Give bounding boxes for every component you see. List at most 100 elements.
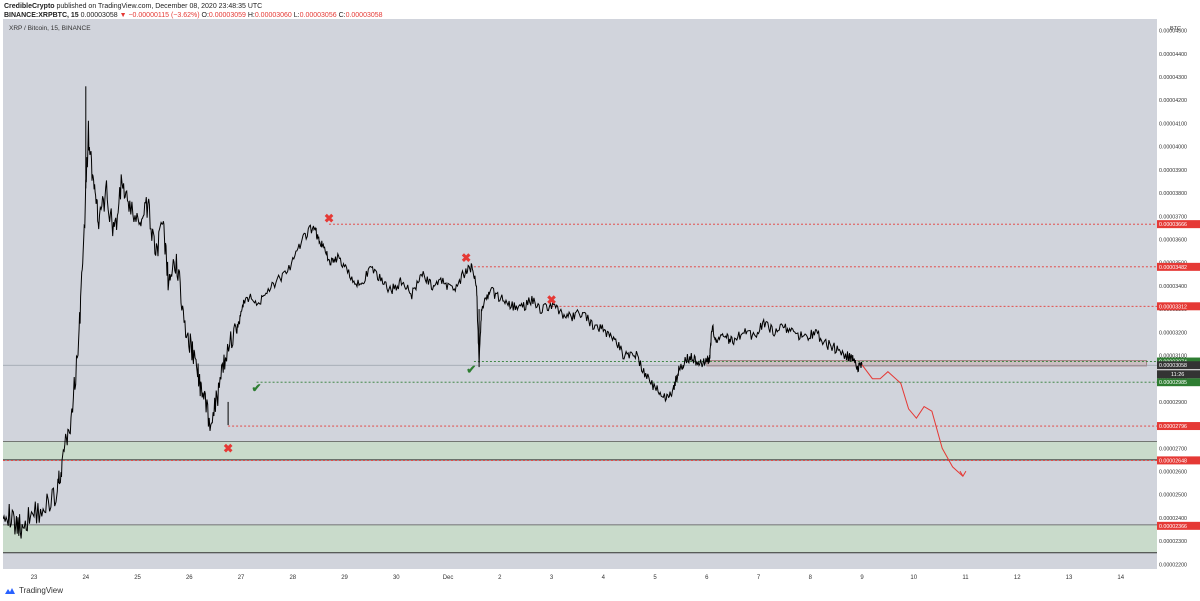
- price-level-tag: 0.00003312: [1157, 302, 1200, 311]
- x-mark-icon: ✖: [223, 441, 233, 455]
- x-tick-label: 11: [962, 575, 969, 581]
- x-tick-label: 23: [31, 575, 38, 581]
- x-tick-label: 9: [860, 575, 864, 581]
- time-axis-svg[interactable]: 23 24 25 26 27 28 29 30 Dec 2 3 4 5 6 7 8 9 10 11 12 13 14: [3, 569, 1157, 583]
- x-tick-label: 25: [134, 575, 141, 581]
- resistance-box: [706, 360, 1148, 367]
- price-level-tag-text: 0.00002366: [1159, 524, 1187, 530]
- price-level-tag: 0.00002648: [1157, 456, 1200, 465]
- currency-label: BTC: [1170, 26, 1181, 32]
- down-arrow-icon: ▼: [119, 12, 127, 19]
- open-label: O:: [201, 12, 209, 19]
- x-tick-label: 12: [1014, 575, 1021, 581]
- y-tick-label: 0.00004400: [1159, 52, 1187, 58]
- price-level-tag-text: 0.00002985: [1159, 380, 1187, 386]
- y-tick-label: 0.00003700: [1159, 214, 1187, 220]
- x-mark-icon: ✖: [461, 251, 471, 265]
- price-axis[interactable]: BTC 0.00004500 0.00004400 0.00004300 0.00004…: [1157, 19, 1200, 569]
- price-level-tag-text: 0.00003666: [1159, 222, 1187, 228]
- y-tick-label: 0.00004300: [1159, 75, 1187, 81]
- price-level-tag: 0.00002366: [1157, 521, 1200, 530]
- y-tick-label: 0.00003100: [1159, 353, 1187, 359]
- y-tick-label: 0.00004200: [1159, 98, 1187, 104]
- x-tick-label: 30: [393, 575, 400, 581]
- x-tick-label: 14: [1117, 575, 1124, 581]
- chart-plot-area[interactable]: ✖ ✖ ✖ ✖ ✔ ✔: [2, 19, 1157, 569]
- author-name[interactable]: CredibleCrypto: [4, 3, 55, 10]
- high-value: 0.00003060: [254, 12, 292, 19]
- price-level-tag-bg: [1157, 422, 1200, 431]
- price-level-tag-text: 0.00002796: [1159, 424, 1187, 430]
- y-tick-label: 0.00003200: [1159, 330, 1187, 336]
- x-tick-label: 8: [809, 575, 813, 581]
- price-series-line: [2, 120, 863, 539]
- price-level-tag: 0.00002796: [1157, 422, 1200, 431]
- y-tick-label: 0.00003900: [1159, 168, 1187, 174]
- low-value: 0.00003056: [299, 12, 337, 19]
- y-tick-label: 0.00002700: [1159, 446, 1187, 452]
- time-axis[interactable]: 23 24 25 26 27 28 29 30 Dec 2 3 4 5 6 7 8 9 10 11 12 13 14: [3, 569, 1157, 583]
- symbol-title: XRP / Bitcoin, 15, BINANCE: [9, 25, 91, 32]
- x-tick-label: 7: [757, 575, 761, 581]
- open-value: 0.00003059: [208, 12, 246, 19]
- x-tick-label: 28: [289, 575, 296, 581]
- price-level-tag-text: 0.00003482: [1159, 265, 1187, 271]
- x-tick-label: 13: [1066, 575, 1073, 581]
- high-label: H:: [247, 12, 255, 19]
- x-tick-label: 29: [341, 575, 348, 581]
- y-tick-label: 0.00002400: [1159, 516, 1187, 522]
- y-tick-label: 0.00003400: [1159, 284, 1187, 290]
- price-level-tag: 0.00003058: [1157, 361, 1200, 370]
- chart-header: CredibleCrypto published on TradingView.…: [4, 2, 383, 20]
- price-level-tag-bg: [1157, 456, 1200, 465]
- countdown-bg: [1157, 370, 1200, 379]
- y-tick-label: 0.00002500: [1159, 493, 1187, 499]
- low-label: L:: [293, 12, 300, 19]
- x-tick-label: 2: [498, 575, 502, 581]
- projection-arrowhead: [959, 470, 967, 478]
- close-label: C:: [338, 12, 346, 19]
- x-tick-label: 24: [82, 575, 89, 581]
- ticker-label: BINANCE:XRPBTC, 15: [4, 12, 79, 19]
- price-level-tag-bg: [1157, 378, 1200, 387]
- checkmark-icon: ✔: [466, 362, 476, 376]
- price-level-tag-text: 0.00003312: [1159, 304, 1187, 310]
- close-value: 0.00003058: [345, 12, 383, 19]
- x-tick-label: 3: [550, 575, 554, 581]
- x-tick-label: 10: [910, 575, 917, 581]
- x-tick-label: 5: [653, 575, 657, 581]
- tradingview-footer[interactable]: TradingView: [4, 586, 63, 595]
- x-tick-label: Dec: [443, 575, 454, 581]
- y-tick-label: 0.00002300: [1159, 539, 1187, 545]
- tradingview-brand: TradingView: [19, 586, 64, 595]
- tradingview-logo-icon: [5, 587, 15, 594]
- price-change: −0.00000115 (−3.62%): [128, 12, 200, 19]
- projection-path: [861, 364, 964, 477]
- price-level-tag-bg: [1157, 302, 1200, 311]
- x-tick-label: 4: [602, 575, 606, 581]
- y-tick-label: 0.00004500: [1159, 29, 1187, 35]
- support-zone: [3, 441, 1157, 460]
- x-mark-icon: ✖: [324, 212, 334, 226]
- y-tick-label: 0.00003800: [1159, 191, 1187, 197]
- x-tick-label: 6: [705, 575, 709, 581]
- price-level-tag-text: 0.00003058: [1159, 363, 1187, 369]
- price-level-tag: 0.00003482: [1157, 262, 1200, 271]
- price-level-tag-text: 0.00002648: [1159, 458, 1187, 464]
- y-tick-label: 0.00004100: [1159, 121, 1187, 127]
- countdown-text: 11:26: [1171, 372, 1184, 378]
- publish-line: CredibleCrypto published on TradingView.…: [4, 2, 383, 11]
- y-tick-label: 0.00002600: [1159, 470, 1187, 476]
- publish-info: published on TradingView.com, December 0…: [56, 3, 263, 10]
- x-tick-label: 27: [238, 575, 245, 581]
- y-tick-label: 0.00004000: [1159, 145, 1187, 151]
- x-tick-label: 26: [186, 575, 193, 581]
- y-tick-label: 0.00002900: [1159, 400, 1187, 406]
- last-price: 0.00003058: [80, 12, 118, 19]
- price-level-tag-bg: [1157, 220, 1200, 229]
- support-zone: [3, 524, 1157, 553]
- checkmark-icon: ✔: [252, 381, 262, 395]
- ohlc-line: BINANCE:XRPBTC, 15 0.00003058 ▼ −0.00000…: [4, 11, 383, 20]
- price-chart-svg[interactable]: ✖ ✖ ✖ ✖ ✔ ✔: [2, 19, 1157, 569]
